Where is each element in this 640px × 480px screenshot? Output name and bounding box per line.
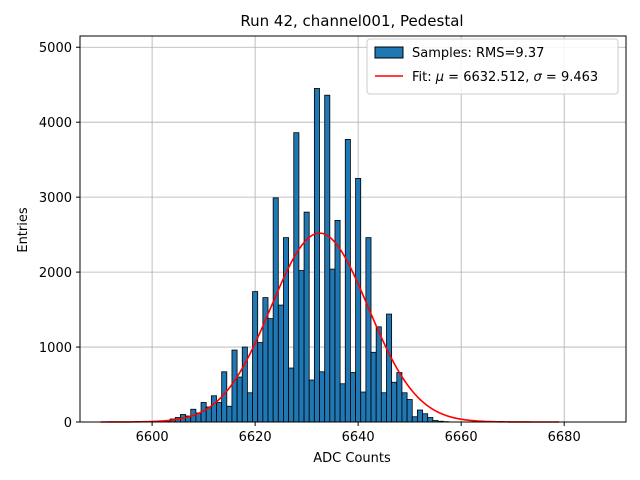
histogram-bar — [267, 318, 274, 423]
histogram-bar — [380, 392, 387, 423]
plot-frame — [79, 35, 627, 423]
histogram-bar — [272, 197, 279, 423]
histogram-bar — [210, 395, 217, 423]
histogram-bar — [370, 351, 377, 423]
histogram-bar — [344, 139, 351, 423]
histogram-bar — [334, 219, 341, 423]
y-tick-label: 4000 — [39, 116, 72, 131]
histogram-bar — [360, 391, 367, 423]
legend-box — [366, 38, 619, 95]
y-tick-label: 5000 — [39, 41, 72, 56]
histogram-bar — [308, 379, 315, 423]
histogram-bar — [226, 405, 233, 423]
histogram-bar — [236, 376, 243, 423]
x-tick-label: 6600 — [136, 430, 169, 445]
histogram-bar — [283, 237, 290, 423]
histogram-bar — [313, 88, 320, 423]
histogram-bar — [391, 381, 398, 423]
histogram-bars — [159, 88, 449, 423]
histogram-bar — [247, 392, 253, 423]
histogram-bar — [277, 304, 284, 423]
histogram-bar — [303, 211, 310, 423]
chart-title: Run 42, channel001, Pedestal — [240, 12, 463, 30]
histogram-bar — [411, 416, 418, 423]
histogram-bar — [293, 132, 300, 423]
legend-label-samples: Samples: RMS=9.37 — [412, 46, 544, 61]
histogram-bar — [427, 417, 434, 423]
histogram-bar — [416, 409, 423, 423]
y-tick-label: 2000 — [39, 266, 72, 281]
histogram-bar — [375, 326, 382, 423]
x-tick-label: 6620 — [239, 430, 272, 445]
histogram-bar — [257, 342, 264, 423]
histogram-bar — [329, 268, 336, 423]
histogram-bar — [241, 346, 248, 423]
histogram-bar — [355, 178, 362, 423]
histogram-bar — [324, 94, 331, 423]
y-tick-label: 0 — [64, 416, 72, 431]
histogram-bar — [365, 237, 372, 423]
histogram-bar — [422, 413, 429, 423]
y-axis-ticks: 0 1000 2000 3000 4000 5000 — [39, 41, 80, 431]
legend-swatch-samples — [374, 46, 404, 59]
histogram-bar — [288, 367, 295, 423]
x-axis-label: ADC Counts — [313, 451, 391, 466]
histogram-bar — [319, 371, 326, 423]
y-tick-label: 3000 — [39, 191, 72, 206]
x-tick-label: 6680 — [548, 430, 581, 445]
histogram-bar — [406, 399, 413, 423]
y-tick-label: 1000 — [39, 341, 72, 356]
legend-label-fit: Fit: μ = 6632.512, σ = 9.463 — [412, 70, 598, 85]
histogram-bar — [231, 349, 238, 423]
histogram-bar — [216, 402, 223, 423]
histogram-bar — [298, 270, 305, 423]
histogram-bar — [396, 372, 403, 423]
legend: Samples: RMS=9.37 Fit: μ = 6632.512, σ =… — [366, 38, 619, 95]
x-axis-ticks: 6600 6620 6640 6660 6680 — [136, 422, 581, 445]
x-tick-label: 6640 — [342, 430, 375, 445]
histogram-bar — [252, 291, 259, 423]
histogram-bar — [350, 372, 356, 423]
histogram-bar — [386, 313, 393, 423]
histogram-bar — [401, 392, 408, 423]
x-tick-label: 6660 — [445, 430, 478, 445]
fit-curve — [100, 232, 560, 423]
y-axis-label: Entries — [16, 207, 31, 253]
histogram-bar — [339, 383, 346, 423]
